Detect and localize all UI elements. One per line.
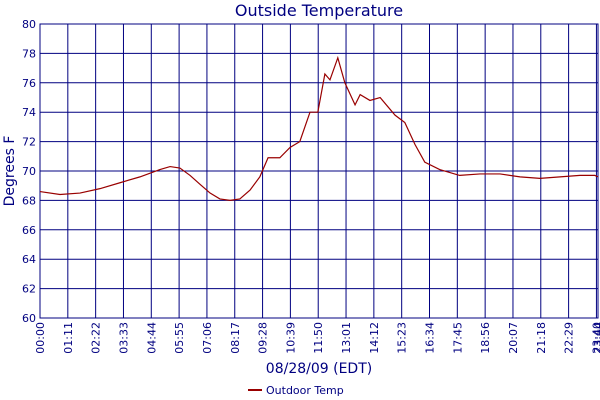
x-tick-label: 09:28: [257, 322, 270, 354]
y-tick-label: 68: [22, 194, 36, 207]
x-tick-label: 13:01: [340, 322, 353, 354]
x-tick-label: 18:56: [479, 322, 492, 354]
x-tick-label: 05:55: [173, 322, 186, 354]
y-tick-label: 70: [22, 165, 36, 178]
legend-label: Outdoor Temp: [266, 384, 344, 397]
y-tick-label: 74: [22, 106, 36, 119]
x-tick-label: 04:44: [145, 322, 158, 354]
data-line: [39, 55, 599, 202]
x-tick-label: 00:00: [34, 322, 47, 354]
y-tick-label: 64: [22, 253, 36, 266]
chart-title: Outside Temperature: [235, 1, 403, 20]
x-tick-label: 10:39: [284, 322, 297, 354]
y-tick-label: 66: [22, 224, 36, 237]
x-tick-label: 01:11: [62, 322, 75, 354]
x-tick-label: 22:29: [563, 322, 576, 354]
x-tick-label: 15:23: [396, 322, 409, 354]
y-tick-label: 60: [22, 312, 36, 325]
x-tick-label: 03:33: [117, 322, 130, 354]
x-tick-label: 02:22: [90, 322, 103, 354]
x-tick-label: 23:40: [590, 322, 600, 354]
x-tick-label: 23:44: [592, 322, 600, 354]
y-tick-label: 76: [22, 77, 36, 90]
x-tick-label: 20:07: [507, 322, 520, 354]
x-tick-label: 14:12: [368, 322, 381, 354]
y-tick-label: 72: [22, 136, 36, 149]
y-tick-label: 80: [22, 18, 36, 31]
y-tick-label: 62: [22, 283, 36, 296]
x-tick-label: 08:17: [229, 322, 242, 354]
x-tick-label: 17:45: [451, 322, 464, 354]
x-tick-label: 16:34: [424, 322, 437, 354]
x-tick-label: 21:18: [535, 322, 548, 354]
y-tick-label: 78: [22, 47, 36, 60]
x-tick-label: 11:50: [312, 322, 325, 354]
y-axis-label: Degrees F: [2, 136, 18, 207]
x-axis-label: 08/28/09 (EDT): [266, 361, 372, 377]
x-tick-label: 07:06: [201, 322, 214, 354]
